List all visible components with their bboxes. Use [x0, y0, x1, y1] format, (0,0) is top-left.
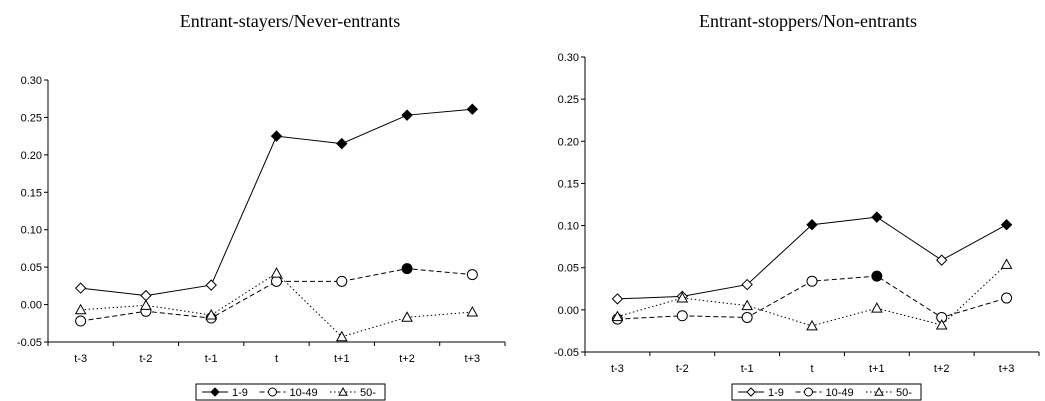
chart-left-series-50--point: [140, 299, 152, 310]
chart-left-title: Entrant-stayers/Never-entrants: [180, 11, 401, 31]
chart-right-legend-50--marker: [874, 386, 884, 396]
chart-left-x-tick-label: t+3: [465, 353, 481, 365]
chart-left-x-tick-label: t+1: [334, 353, 350, 365]
chart-left-x-tick-label: t: [275, 353, 278, 365]
chart-left-legend-10-49-label: 10-49: [290, 387, 318, 399]
chart-right-y-tick-label: 0.05: [558, 263, 579, 275]
chart-right-y-tick-label: 0.00: [558, 305, 579, 317]
chart-right-svg: Entrant-stoppers/Non-entrants 0.30 0.25 0.2…: [554, 11, 1040, 401]
chart-left-series-1-9-point: [140, 289, 152, 302]
chart-left-y-tick-label: 0.10: [21, 225, 42, 237]
chart-left-series-50--point: [74, 303, 87, 315]
chart-right-x-tick-label: t-2: [676, 363, 689, 375]
chart-left-x-tick-label: t+2: [399, 353, 415, 365]
chart-left-series-50--point: [205, 309, 218, 320]
chart-right-legend-50--label: 50-: [896, 387, 912, 399]
chart-right-x-tick-label: t+3: [999, 363, 1015, 375]
chart-right-x-tick-label: t: [810, 363, 813, 375]
chart-right-x-tick-label: t+1: [869, 363, 885, 375]
chart-left-legend-1-9-marker: [210, 387, 220, 397]
chart-right-legend-1-9-label: 1-9: [768, 387, 784, 399]
chart-left-legend: [195, 383, 386, 401]
chart-right-series-10-49-point: [676, 310, 688, 322]
chart-left-series-10-49-point: [336, 275, 348, 287]
chart-right-series-10-49-point: [741, 311, 753, 323]
chart-right-series-50--point: [806, 319, 818, 331]
chart-left-series-50--point: [270, 267, 283, 278]
chart-left-y-tick-label: 0.30: [21, 75, 42, 87]
chart-right-series-50--point: [676, 292, 689, 303]
chart-left-series-50--point: [335, 330, 348, 342]
chart-left-y-tick-label: 0.05: [21, 262, 42, 274]
chart-right-y-tick-label: -0.05: [554, 347, 579, 359]
chart-left-x-tick-label: t-1: [205, 353, 218, 365]
chart-left-series-50--point: [401, 311, 413, 322]
chart-left-y-tick-label: 0.15: [21, 187, 42, 199]
chart-left-series-1-9-point: [205, 279, 217, 291]
chart-left-y-tick-label: 0.25: [21, 112, 42, 124]
chart-right-legend: [731, 383, 922, 401]
chart-left-x-tick-label: t-2: [140, 353, 153, 365]
chart-right-series-50--point: [1000, 258, 1013, 269]
chart-left: Entrant-stayers/Never-entrants 0.30 0.25 0.…: [17, 11, 506, 401]
chart-right-x-tick-label: t+2: [934, 363, 950, 375]
chart-right-series-50--point: [871, 302, 883, 313]
chart-right-series-1-9-point: [611, 293, 624, 305]
chart-left-series-10-49-point: [401, 263, 413, 275]
chart-left-legend-1-9-label: 1-9: [232, 387, 248, 399]
chart-left-legend-10-49-marker: [268, 387, 277, 397]
chart-left-series-10-49-point: [271, 275, 282, 287]
chart-right-series-1-9-point: [741, 278, 753, 291]
chart-right-series-10-49-point: [806, 275, 818, 287]
chart-left-series-1-9-point: [401, 109, 413, 121]
chart-right-x-tick-label: t-3: [611, 363, 624, 375]
chart-right-x-tick-label: t-1: [741, 363, 754, 375]
chart-right-legend-10-49-marker: [804, 387, 813, 397]
chart-left-series-10-49-point: [466, 269, 478, 281]
chart-right-series-50--line: [617, 263, 1007, 327]
chart-right-y-tick-label: 0.10: [558, 221, 579, 233]
chart-right-series-1-9-point: [1000, 219, 1013, 231]
chart-left-svg: Entrant-stayers/Never-entrants 0.30 0.25 0.…: [17, 11, 506, 401]
chart-right-series-10-49-point: [871, 270, 883, 282]
chart-left-y-tick-label: 0.00: [21, 300, 42, 312]
chart-left-series-50--point: [466, 306, 479, 317]
chart-left-y-tick-label: -0.05: [17, 337, 42, 349]
chart-right-series-1-9-point: [936, 254, 948, 266]
chart-right-legend-10-49-label: 10-49: [826, 387, 854, 399]
chart-left-series-1-9-point: [466, 103, 479, 115]
chart-right-legend-1-9-marker: [746, 387, 756, 397]
chart-left-y-tick-label: 0.20: [21, 150, 42, 162]
chart-left-legend-50--label: 50-: [360, 387, 376, 399]
chart-right: Entrant-stoppers/Non-entrants 0.30 0.25 0.2…: [525, 0, 1045, 401]
chart-right-series-1-9-point: [871, 211, 883, 223]
chart-left-series-1-9-point: [336, 137, 348, 150]
chart-right-series-10-49-point: [1001, 292, 1013, 304]
chart-right-series-1-9-point: [806, 219, 818, 231]
chart-right-series-50--point: [741, 299, 753, 311]
chart-right-title: Entrant-stoppers/Non-entrants: [699, 11, 917, 31]
chart-right-y-tick-label: 0.15: [558, 178, 579, 190]
chart-left-x-tick-label: t-3: [74, 353, 87, 365]
chart-right-series-50--point: [935, 318, 948, 330]
chart-left-series-1-9-point: [270, 130, 283, 142]
chart-right-y-tick-label: 0.20: [558, 136, 579, 148]
chart-right-y-tick-label: 0.25: [558, 94, 579, 106]
chart-right-y-tick-label: 0.30: [558, 52, 579, 64]
chart-left-series-10-49-point: [75, 315, 87, 327]
chart-left-legend-50--marker: [338, 386, 348, 396]
chart-right-series-50--point: [611, 310, 624, 322]
chart-left-series-1-9-point: [74, 282, 87, 294]
